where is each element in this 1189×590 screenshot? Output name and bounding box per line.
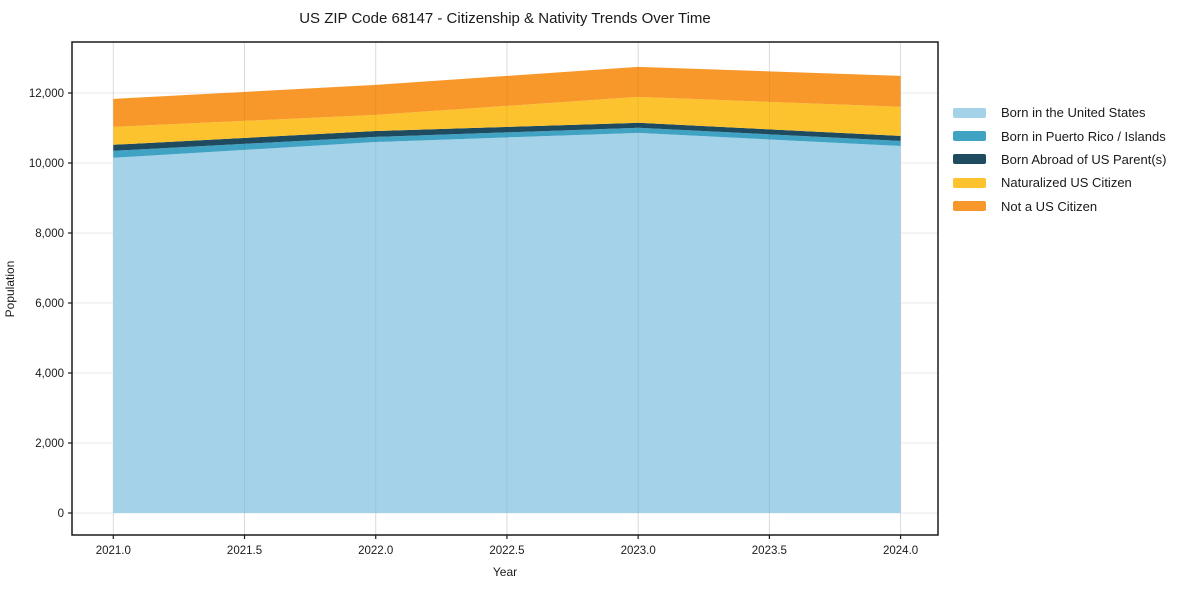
x-tick-label: 2023.5 [752,545,787,557]
legend-swatch [953,201,986,212]
legend-item-born-in-puerto-rico-islands: Born in Puerto Rico / Islands [953,124,1166,147]
legend-item-naturalized-us-citizen: Naturalized US Citizen [953,171,1166,194]
legend-item-label: Not a US Citizen [1001,198,1098,214]
y-tick-label: 10,000 [29,158,64,170]
stacked-areas [113,66,901,513]
y-tick-label: 12,000 [29,88,64,100]
area-born-in-puerto-rico-islands [113,127,901,158]
x-axis-label: Year [493,565,517,579]
legend-item-not-a-us-citizen: Not a US Citizen [953,195,1166,218]
legend-swatch [953,107,986,118]
area-born-in-the-united-states [113,132,901,513]
x-tick-label: 2024.0 [883,545,918,557]
legend-swatch [953,131,986,142]
legend-item-label: Born in the United States [1001,105,1146,121]
legend-item-born-abroad-of-us-parent-s: Born Abroad of US Parent(s) [953,148,1166,171]
legend-item-label: Born Abroad of US Parent(s) [1001,151,1167,167]
plot-border-rect [71,41,939,536]
legend-swatch [953,154,986,165]
legend-item-label: Born in Puerto Rico / Islands [1001,128,1166,144]
y-axis-label: Population [3,261,17,318]
legend-item-born-in-the-united-states: Born in the United States [953,101,1166,124]
tick-marks [68,92,902,539]
y-tick-label: 2,000 [35,438,64,450]
y-tick-label: 4,000 [35,368,64,380]
area-naturalized-us-citizen [113,96,901,145]
x-tick-label: 2022.5 [489,545,524,557]
legend-item-label: Naturalized US Citizen [1001,175,1132,191]
y-tick-label: 6,000 [35,298,64,310]
area-not-a-us-citizen [113,66,901,127]
plot-border [71,41,939,536]
chart-title: US ZIP Code 68147 - Citizenship & Nativi… [299,10,711,27]
gridlines-overlay [112,42,902,535]
x-tick-label: 2021.5 [227,545,262,557]
x-tick-label: 2023.0 [621,545,656,557]
tick-labels: 2021.0 2021.5 2022.0 2022.5 2023.0 2023.5 2024… [29,88,918,557]
x-tick-label: 2021.0 [96,545,131,557]
x-tick-label: 2022.0 [358,545,393,557]
y-tick-label: 0 [58,508,64,520]
legend: Born in the United States Born in Puerto … [953,101,1166,218]
legend-swatch [953,177,986,188]
y-tick-label: 8,000 [35,228,64,240]
area-born-abroad-of-us-parent-s [113,122,901,151]
